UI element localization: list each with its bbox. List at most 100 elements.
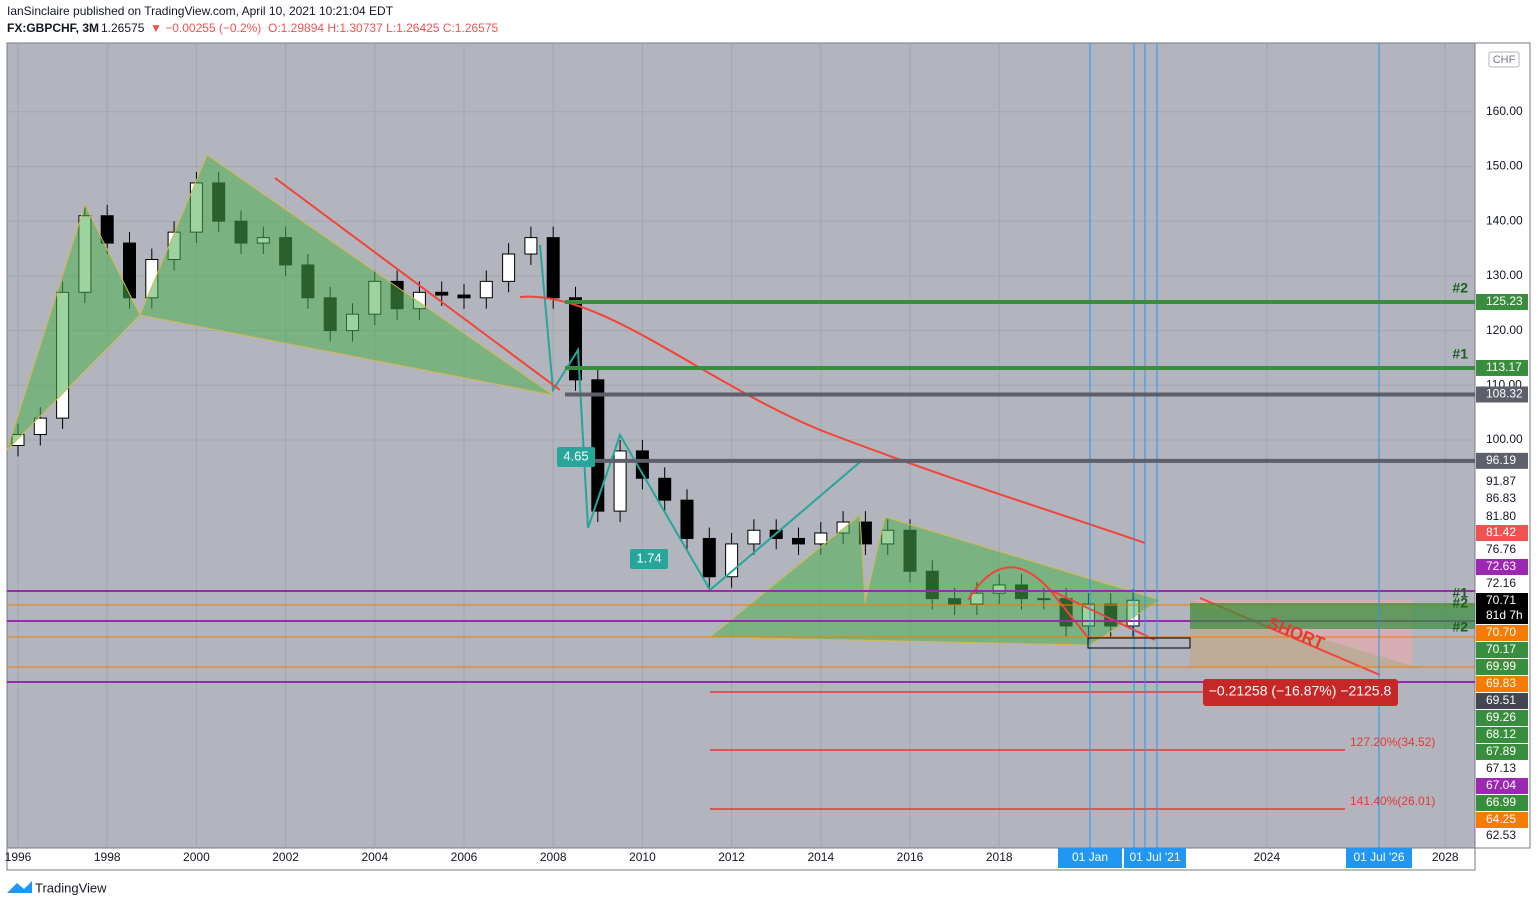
candle-body — [591, 379, 605, 512]
price-tag — [1476, 710, 1528, 726]
candle-body — [435, 291, 449, 296]
price-tag-label: 67.13 — [1486, 761, 1516, 775]
green-zone — [1190, 603, 1475, 629]
price-tag — [1476, 509, 1528, 525]
candle-body — [702, 537, 716, 578]
x-tick-label: 2004 — [361, 850, 388, 864]
price-tag-label: 72.16 — [1486, 576, 1516, 590]
y-tick-label: 150.00 — [1486, 159, 1523, 173]
annotation: 141.40%(26.01) — [1350, 794, 1435, 808]
price-tag-label: 125.23 — [1486, 294, 1523, 308]
price-tag-label: 69.83 — [1486, 676, 1516, 690]
currency-box — [1488, 51, 1520, 68]
date-tag-label: 01 Jan — [1072, 850, 1108, 864]
candle-body — [613, 450, 627, 512]
price-tag-label: 81d 7h — [1486, 608, 1523, 622]
drawings — [6, 43, 1475, 848]
candle-body — [479, 280, 493, 299]
label-box — [557, 447, 595, 467]
annotation: 127.20%(34.52) — [1350, 735, 1435, 749]
price-tag — [1476, 727, 1528, 743]
x-tick-label: 2002 — [272, 850, 299, 864]
x-tick-label: 2006 — [451, 850, 478, 864]
price-tag-label: 67.04 — [1486, 778, 1516, 792]
symbol: FX:GBPCHF, 3M — [7, 21, 99, 35]
price-tag-label: 69.99 — [1486, 659, 1516, 673]
candle-body — [33, 417, 47, 436]
price-tag-label: 108.32 — [1486, 387, 1523, 401]
price-tag-label: 70.71 — [1486, 593, 1516, 607]
y-tick-label: 100.00 — [1486, 432, 1523, 446]
price-tag — [1476, 676, 1528, 692]
candle-body — [524, 237, 538, 255]
price-tag — [1476, 795, 1528, 811]
price-tag — [1476, 625, 1528, 641]
price-tag — [1476, 642, 1528, 658]
price-tag — [1476, 812, 1528, 828]
candle-body — [747, 529, 761, 545]
x-tick-label: 2024 — [1253, 850, 1280, 864]
candle-body — [502, 253, 516, 282]
price-tag — [1476, 744, 1528, 760]
price-tag — [1476, 452, 1528, 469]
x-tick-label: 2008 — [540, 850, 567, 864]
annotation: #2 — [1452, 595, 1468, 611]
price-tag — [1476, 608, 1528, 624]
price-tag — [1476, 293, 1528, 310]
plot-area — [6, 42, 1476, 849]
price-tag — [1476, 761, 1528, 777]
price-tag-label: 62.53 — [1486, 828, 1516, 842]
x-tick-label: 1998 — [94, 850, 121, 864]
price-tag — [1476, 474, 1528, 490]
candle-body — [680, 499, 694, 539]
price-tag-label: 81.42 — [1486, 525, 1516, 539]
date-tag-label: 01 Jul '26 — [1354, 850, 1405, 864]
annotation: 1.74 — [636, 550, 661, 565]
price-tag-label: 91.87 — [1486, 474, 1516, 488]
price-tag — [1476, 542, 1528, 558]
publish-line: IanSinclaire published on TradingView.co… — [7, 4, 394, 18]
price-tag — [1476, 828, 1528, 844]
price-tag — [1476, 593, 1528, 609]
moving-average — [519, 295, 1146, 544]
candle-body — [814, 532, 828, 545]
x-tick-label: 2018 — [986, 850, 1013, 864]
price-tag-label: 64.25 — [1486, 812, 1516, 826]
candle-body — [457, 294, 471, 299]
candle-body — [658, 477, 672, 501]
price-tag-label: 113.17 — [1486, 360, 1522, 374]
price-tag-label: 72.63 — [1486, 559, 1516, 573]
footer-brand: TradingView — [35, 880, 107, 895]
label-box — [630, 549, 668, 569]
last-price: 1.26575 — [101, 21, 145, 35]
price-tag-label: 86.83 — [1486, 491, 1516, 505]
logo — [7, 881, 32, 893]
price-tag — [1476, 693, 1528, 709]
annotation: #2 — [1452, 619, 1468, 635]
price-tag-label: 76.76 — [1486, 542, 1516, 556]
candle-body — [792, 537, 805, 545]
y-tick-label: 140.00 — [1486, 213, 1523, 227]
y-tick-label: 160.00 — [1486, 104, 1523, 118]
candle-body — [546, 237, 560, 299]
annotation: −0.21258 (−16.87%) −2125.8 — [1209, 683, 1392, 699]
x-tick-label: 2010 — [629, 850, 656, 864]
price-tag — [1476, 659, 1528, 675]
annotation: 4.65 — [563, 448, 588, 463]
currency: CHF — [1493, 54, 1516, 66]
price-tag-label: 70.70 — [1486, 625, 1516, 639]
price-tag-label: 96.19 — [1486, 453, 1516, 467]
price-tag-label: 67.89 — [1486, 744, 1516, 758]
price-tag-label: 69.51 — [1486, 693, 1516, 707]
date-tag — [1124, 848, 1186, 868]
arc — [967, 566, 1051, 601]
box — [1087, 637, 1191, 649]
price-tag-label: 81.80 — [1486, 509, 1516, 523]
level-tag: #1 — [1452, 346, 1468, 362]
x-tick-label: 2016 — [897, 850, 924, 864]
trend-line — [274, 177, 561, 391]
price-tag — [1476, 576, 1528, 592]
label-box — [1203, 679, 1398, 706]
x-tick-label: 1996 — [5, 850, 32, 864]
